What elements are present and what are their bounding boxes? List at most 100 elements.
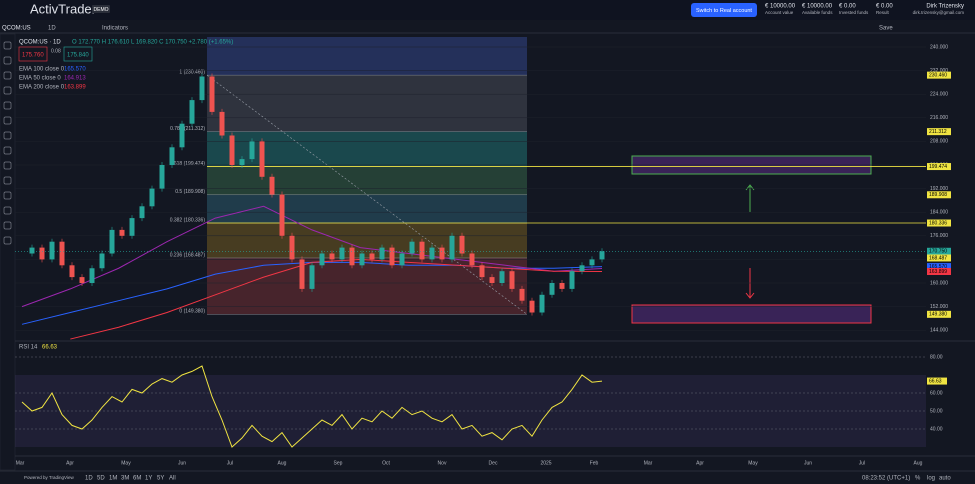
time-label: Feb bbox=[590, 460, 599, 466]
tool-icon[interactable] bbox=[3, 101, 12, 110]
candle bbox=[29, 247, 35, 254]
fib-zone bbox=[207, 223, 527, 258]
fib-label: 0.382 (180.336) bbox=[170, 217, 206, 223]
logo: ActivTrader bbox=[30, 1, 97, 16]
candle bbox=[239, 159, 245, 165]
candle bbox=[89, 268, 95, 283]
price-marker-label: 149.380 bbox=[929, 312, 947, 318]
candle bbox=[309, 265, 315, 289]
candle bbox=[249, 141, 255, 160]
candle bbox=[169, 147, 175, 165]
time-label: Nov bbox=[438, 460, 447, 466]
candle bbox=[489, 277, 495, 283]
tool-icon[interactable] bbox=[3, 41, 12, 50]
candle bbox=[469, 253, 475, 266]
time-label: Dec bbox=[489, 460, 498, 466]
tool-icon[interactable] bbox=[3, 206, 12, 215]
range-button[interactable]: 5Y bbox=[157, 476, 164, 482]
price-marker bbox=[927, 263, 951, 271]
tool-icon[interactable] bbox=[3, 131, 12, 140]
stat-value: € 10000.00 bbox=[802, 4, 833, 10]
range-button[interactable]: 3M bbox=[121, 476, 129, 482]
scale-option[interactable]: log bbox=[927, 476, 935, 482]
time-label: Sep bbox=[334, 460, 343, 466]
range-button[interactable]: 1Y bbox=[145, 476, 152, 482]
candle bbox=[349, 247, 355, 266]
candle bbox=[429, 247, 435, 260]
real-account-button[interactable] bbox=[691, 3, 757, 17]
clock: 08:23:52 (UTC+1) bbox=[862, 476, 910, 482]
price-marker-label: 211.312 bbox=[929, 129, 947, 135]
candle bbox=[139, 206, 145, 219]
range-button[interactable]: 6M bbox=[133, 476, 141, 482]
tool-icon[interactable] bbox=[3, 176, 12, 185]
stat-value: € 0.00 bbox=[876, 4, 893, 10]
tool-icon[interactable] bbox=[3, 221, 12, 230]
sell-box[interactable] bbox=[18, 46, 48, 62]
button-label[interactable]: Switch to Real account bbox=[696, 8, 752, 14]
tool-icon[interactable] bbox=[3, 116, 12, 125]
candle bbox=[379, 247, 385, 260]
time-label: May bbox=[748, 460, 758, 466]
stat-label: Result bbox=[876, 10, 890, 15]
price-marker bbox=[927, 191, 951, 199]
candle bbox=[79, 277, 85, 283]
symbol[interactable]: QCOM:US bbox=[2, 26, 31, 32]
candle bbox=[579, 265, 585, 272]
time-label: Mar bbox=[644, 460, 653, 466]
scale-option[interactable]: auto bbox=[939, 476, 951, 482]
ema-line bbox=[70, 258, 603, 340]
y-tick-label: 216.000 bbox=[930, 115, 948, 121]
indicators[interactable]: Indicators bbox=[102, 26, 128, 32]
save[interactable]: Save bbox=[879, 26, 893, 32]
stat-label: Invested funds bbox=[839, 10, 869, 15]
tool-icon[interactable] bbox=[3, 161, 12, 170]
range-button[interactable]: 5D bbox=[97, 476, 105, 482]
scale-option[interactable]: % bbox=[915, 476, 921, 482]
powered-by: Powered by TradingView bbox=[24, 475, 74, 480]
time-label: 2025 bbox=[540, 460, 551, 466]
candle bbox=[149, 188, 155, 207]
time-label: Jul bbox=[859, 460, 865, 466]
tool-icon[interactable] bbox=[3, 146, 12, 155]
tool-icon[interactable] bbox=[3, 56, 12, 65]
y-tick-label: 184.000 bbox=[930, 210, 948, 216]
tool-icon[interactable] bbox=[3, 236, 12, 245]
interval[interactable]: 1D bbox=[48, 26, 56, 32]
candle bbox=[69, 265, 75, 278]
tool-icon[interactable] bbox=[3, 71, 12, 80]
price-marker-label: 170.750 bbox=[929, 249, 947, 255]
candle bbox=[449, 235, 455, 260]
range-button[interactable]: 1D bbox=[85, 476, 93, 482]
buy-box[interactable] bbox=[63, 46, 93, 62]
candle bbox=[99, 253, 105, 269]
candle bbox=[329, 253, 335, 260]
tool-icon[interactable] bbox=[3, 86, 12, 95]
fib-label: 0.5 (189.908) bbox=[175, 189, 205, 195]
user-name: Dirk Trizensky bbox=[926, 4, 964, 10]
stat-label: Available funds bbox=[802, 10, 833, 15]
candle bbox=[259, 141, 265, 177]
drawing-toolbar bbox=[0, 33, 16, 471]
ema-name: EMA 50 close 0 bbox=[19, 76, 61, 82]
candle bbox=[319, 253, 325, 266]
price-marker bbox=[927, 219, 951, 227]
y-tick-label: 144.000 bbox=[930, 328, 948, 334]
range-button[interactable]: All bbox=[169, 476, 176, 482]
ema-line bbox=[21, 205, 603, 308]
candle bbox=[189, 100, 195, 124]
candle bbox=[369, 253, 375, 260]
candle bbox=[49, 241, 55, 260]
price-marker bbox=[927, 128, 951, 136]
sell-price: 175.760 bbox=[22, 53, 44, 59]
candle bbox=[159, 165, 165, 189]
rsi-tick-label: 50.00 bbox=[930, 408, 943, 414]
rsi-line bbox=[21, 365, 603, 448]
rsi-marker bbox=[927, 377, 947, 385]
tool-icon[interactable] bbox=[3, 191, 12, 200]
candle bbox=[439, 247, 445, 260]
price-marker bbox=[927, 247, 951, 255]
range-button[interactable]: 1M bbox=[109, 476, 117, 482]
fib-label: 0.618 (199.474) bbox=[170, 161, 206, 167]
